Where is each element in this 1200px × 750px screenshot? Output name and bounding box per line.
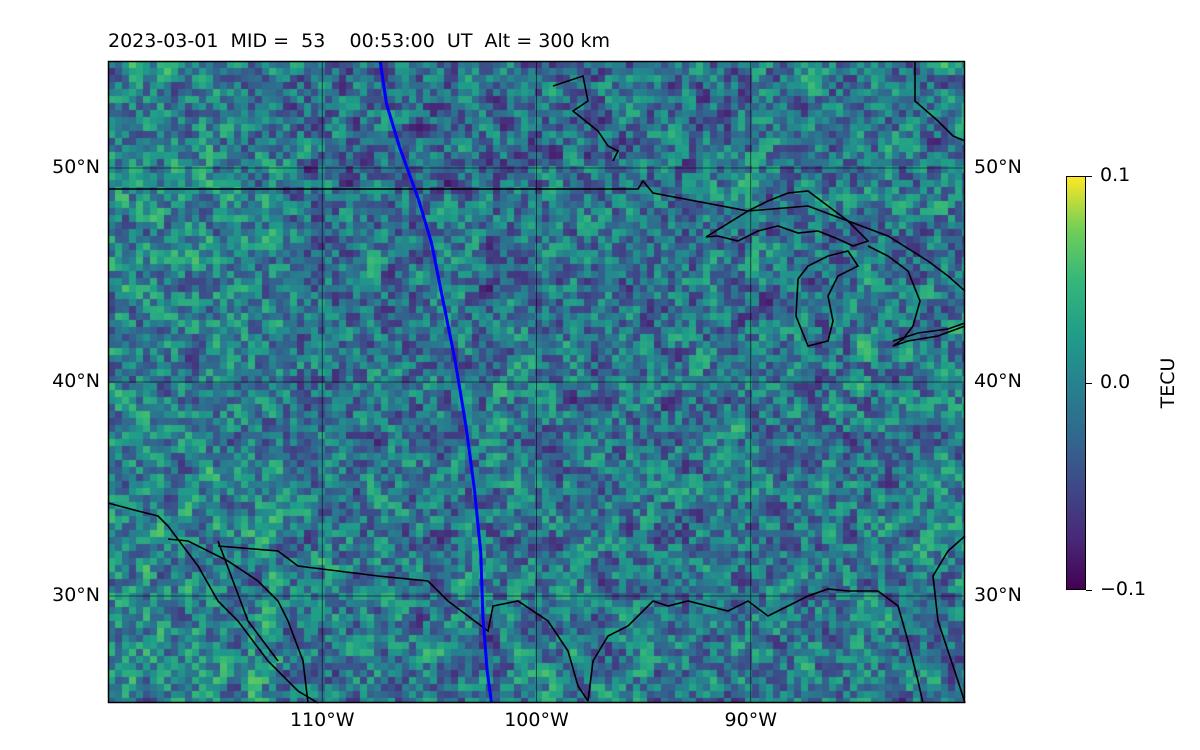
lat-label-left: 40°N <box>52 370 100 392</box>
us-canada-border <box>108 179 929 262</box>
gulf-shoreline <box>587 588 924 704</box>
colorbar-tick-label: 0.1 <box>1100 164 1131 186</box>
lat-label-right: 40°N <box>974 370 1022 392</box>
lake-huron <box>867 245 966 347</box>
colorbar-tick <box>1086 590 1092 591</box>
lat-label-right: 50°N <box>974 156 1022 178</box>
gridlines <box>108 61 965 703</box>
tec-map <box>107 60 966 704</box>
colorbar-label: TECU <box>1157 357 1179 409</box>
lat-label-right: 30°N <box>974 584 1022 606</box>
lat-label-left: 30°N <box>52 584 100 606</box>
colorbar-tick-label: 0.0 <box>1100 371 1131 393</box>
lake-erie <box>892 322 966 342</box>
coastlines <box>107 61 966 704</box>
lon-label: 110°W <box>289 709 355 731</box>
lat-label-left: 50°N <box>52 156 100 178</box>
lon-label: 100°W <box>504 709 569 731</box>
map-overlay <box>107 60 966 704</box>
northern-lake-shore <box>552 74 620 162</box>
baja-coast <box>167 538 309 704</box>
lon-label: 90°W <box>724 709 777 731</box>
satellite-track <box>378 60 493 704</box>
colorbar-tick <box>1086 383 1092 384</box>
mexico-border <box>217 545 589 702</box>
colorbar-tick-label: −0.1 <box>1100 578 1147 600</box>
lake-superior <box>705 190 870 247</box>
florida-west <box>932 535 966 704</box>
mexico-inland <box>217 540 279 662</box>
colorbar-tick <box>1086 176 1092 177</box>
great-lakes-east <box>927 260 966 292</box>
colorbar <box>1066 176 1086 590</box>
northern-lake-shore-2 <box>914 61 966 142</box>
lake-michigan <box>795 250 860 347</box>
map-title: 2023-03-01 MID = 53 00:53:00 UT Alt = 30… <box>108 30 611 52</box>
map-frame <box>107 60 966 704</box>
gulf-coast <box>107 502 319 704</box>
